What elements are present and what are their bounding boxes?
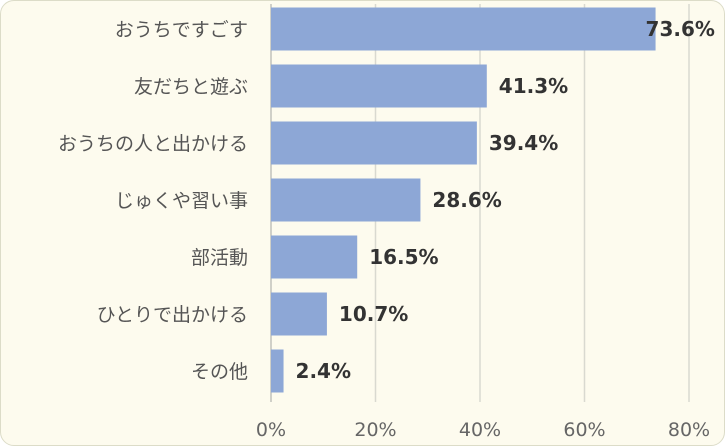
category-label: ひとりで出かける bbox=[97, 304, 248, 326]
data-label: 41.3% bbox=[499, 74, 568, 98]
category-label: 友だちと遊ぶ bbox=[134, 76, 248, 98]
category-labels: おうちですごす友だちと遊ぶおうちの人と出かけるじゅくや習い事部活動ひとりで出かけ… bbox=[58, 19, 248, 383]
category-label: おうちですごす bbox=[115, 19, 248, 41]
x-tick-label: 80% bbox=[668, 419, 710, 441]
x-tick-label: 40% bbox=[459, 419, 501, 441]
data-label: 10.7% bbox=[339, 302, 408, 326]
bar bbox=[271, 64, 487, 108]
bar bbox=[271, 235, 358, 279]
data-label: 39.4% bbox=[489, 131, 558, 155]
category-label: その他 bbox=[191, 361, 248, 383]
bar bbox=[271, 349, 284, 393]
bar bbox=[271, 7, 656, 51]
data-label: 73.6% bbox=[646, 17, 715, 41]
x-tick-label: 60% bbox=[563, 419, 605, 441]
data-labels: 73.6% 41.3% 39.4% 28.6% 16.5% 10.7% 2.4% bbox=[296, 17, 715, 383]
data-label: 28.6% bbox=[432, 188, 501, 212]
category-label: おうちの人と出かける bbox=[58, 133, 248, 155]
x-tick-label: 0% bbox=[256, 419, 286, 441]
category-label: 部活動 bbox=[191, 247, 248, 269]
bar bbox=[271, 292, 327, 336]
bar bbox=[271, 178, 421, 222]
data-label: 2.4% bbox=[296, 359, 351, 383]
x-axis-tick-labels: 0% 20% 40% 60% 80% bbox=[256, 419, 710, 441]
category-label: じゅくや習い事 bbox=[115, 190, 248, 212]
bar bbox=[271, 121, 477, 165]
data-label: 16.5% bbox=[369, 245, 438, 269]
x-tick-label: 20% bbox=[354, 419, 396, 441]
bars bbox=[271, 7, 656, 393]
